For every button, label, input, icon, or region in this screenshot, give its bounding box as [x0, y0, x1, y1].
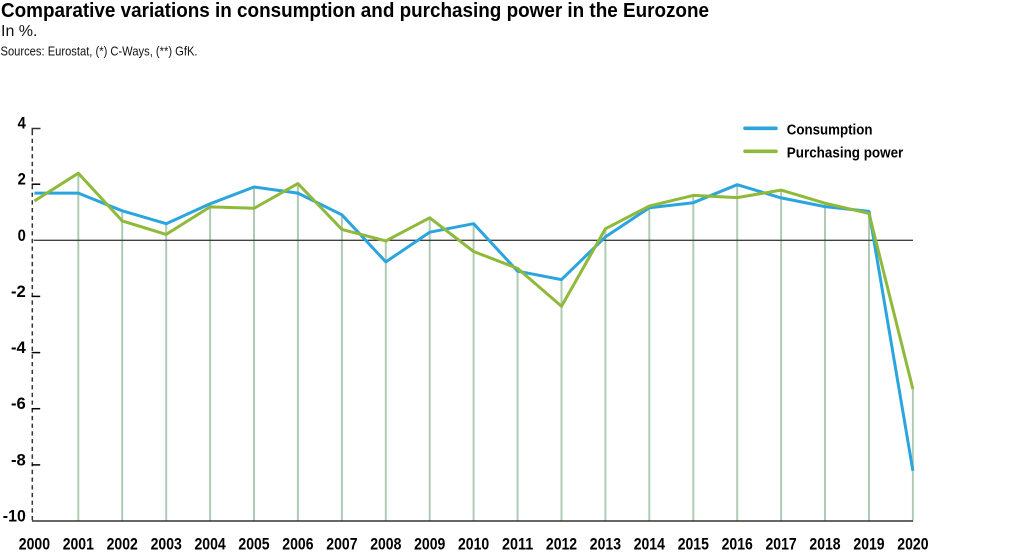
svg-text:-2: -2	[11, 282, 26, 301]
svg-text:2017: 2017	[766, 535, 797, 554]
svg-text:Purchasing power: Purchasing power	[787, 146, 904, 162]
svg-text:2020: 2020	[897, 535, 928, 554]
svg-text:2011: 2011	[502, 535, 533, 554]
svg-text:Sources: Eurostat, (*) C-Ways,: Sources: Eurostat, (*) C-Ways, (**) GfK.	[1, 44, 198, 59]
svg-text:2016: 2016	[722, 535, 753, 554]
svg-text:2008: 2008	[370, 535, 401, 554]
svg-text:2003: 2003	[151, 535, 182, 554]
svg-text:2012: 2012	[546, 535, 577, 554]
svg-text:2004: 2004	[195, 535, 227, 554]
svg-text:2014: 2014	[634, 535, 666, 554]
svg-text:2010: 2010	[458, 535, 489, 554]
svg-text:2000: 2000	[19, 535, 50, 554]
svg-text:2013: 2013	[590, 535, 621, 554]
svg-text:Comparative variations in cons: Comparative variations in consumption an…	[1, 0, 709, 22]
svg-text:2009: 2009	[414, 535, 445, 554]
svg-text:2005: 2005	[238, 535, 269, 554]
svg-text:2015: 2015	[678, 535, 709, 554]
svg-text:2006: 2006	[282, 535, 313, 554]
svg-text:2018: 2018	[809, 535, 840, 554]
svg-text:2001: 2001	[63, 535, 94, 554]
svg-text:-4: -4	[11, 338, 26, 357]
svg-text:In %.: In %.	[1, 23, 38, 40]
svg-text:2019: 2019	[853, 535, 884, 554]
svg-text:-6: -6	[11, 394, 26, 413]
svg-text:0: 0	[18, 226, 26, 245]
svg-text:2002: 2002	[107, 535, 138, 554]
svg-text:-10: -10	[3, 507, 26, 526]
svg-text:2: 2	[18, 170, 26, 189]
svg-text:-8: -8	[11, 450, 26, 469]
svg-text:Consumption: Consumption	[787, 123, 873, 139]
svg-text:4: 4	[18, 114, 27, 133]
svg-text:2007: 2007	[326, 535, 357, 554]
